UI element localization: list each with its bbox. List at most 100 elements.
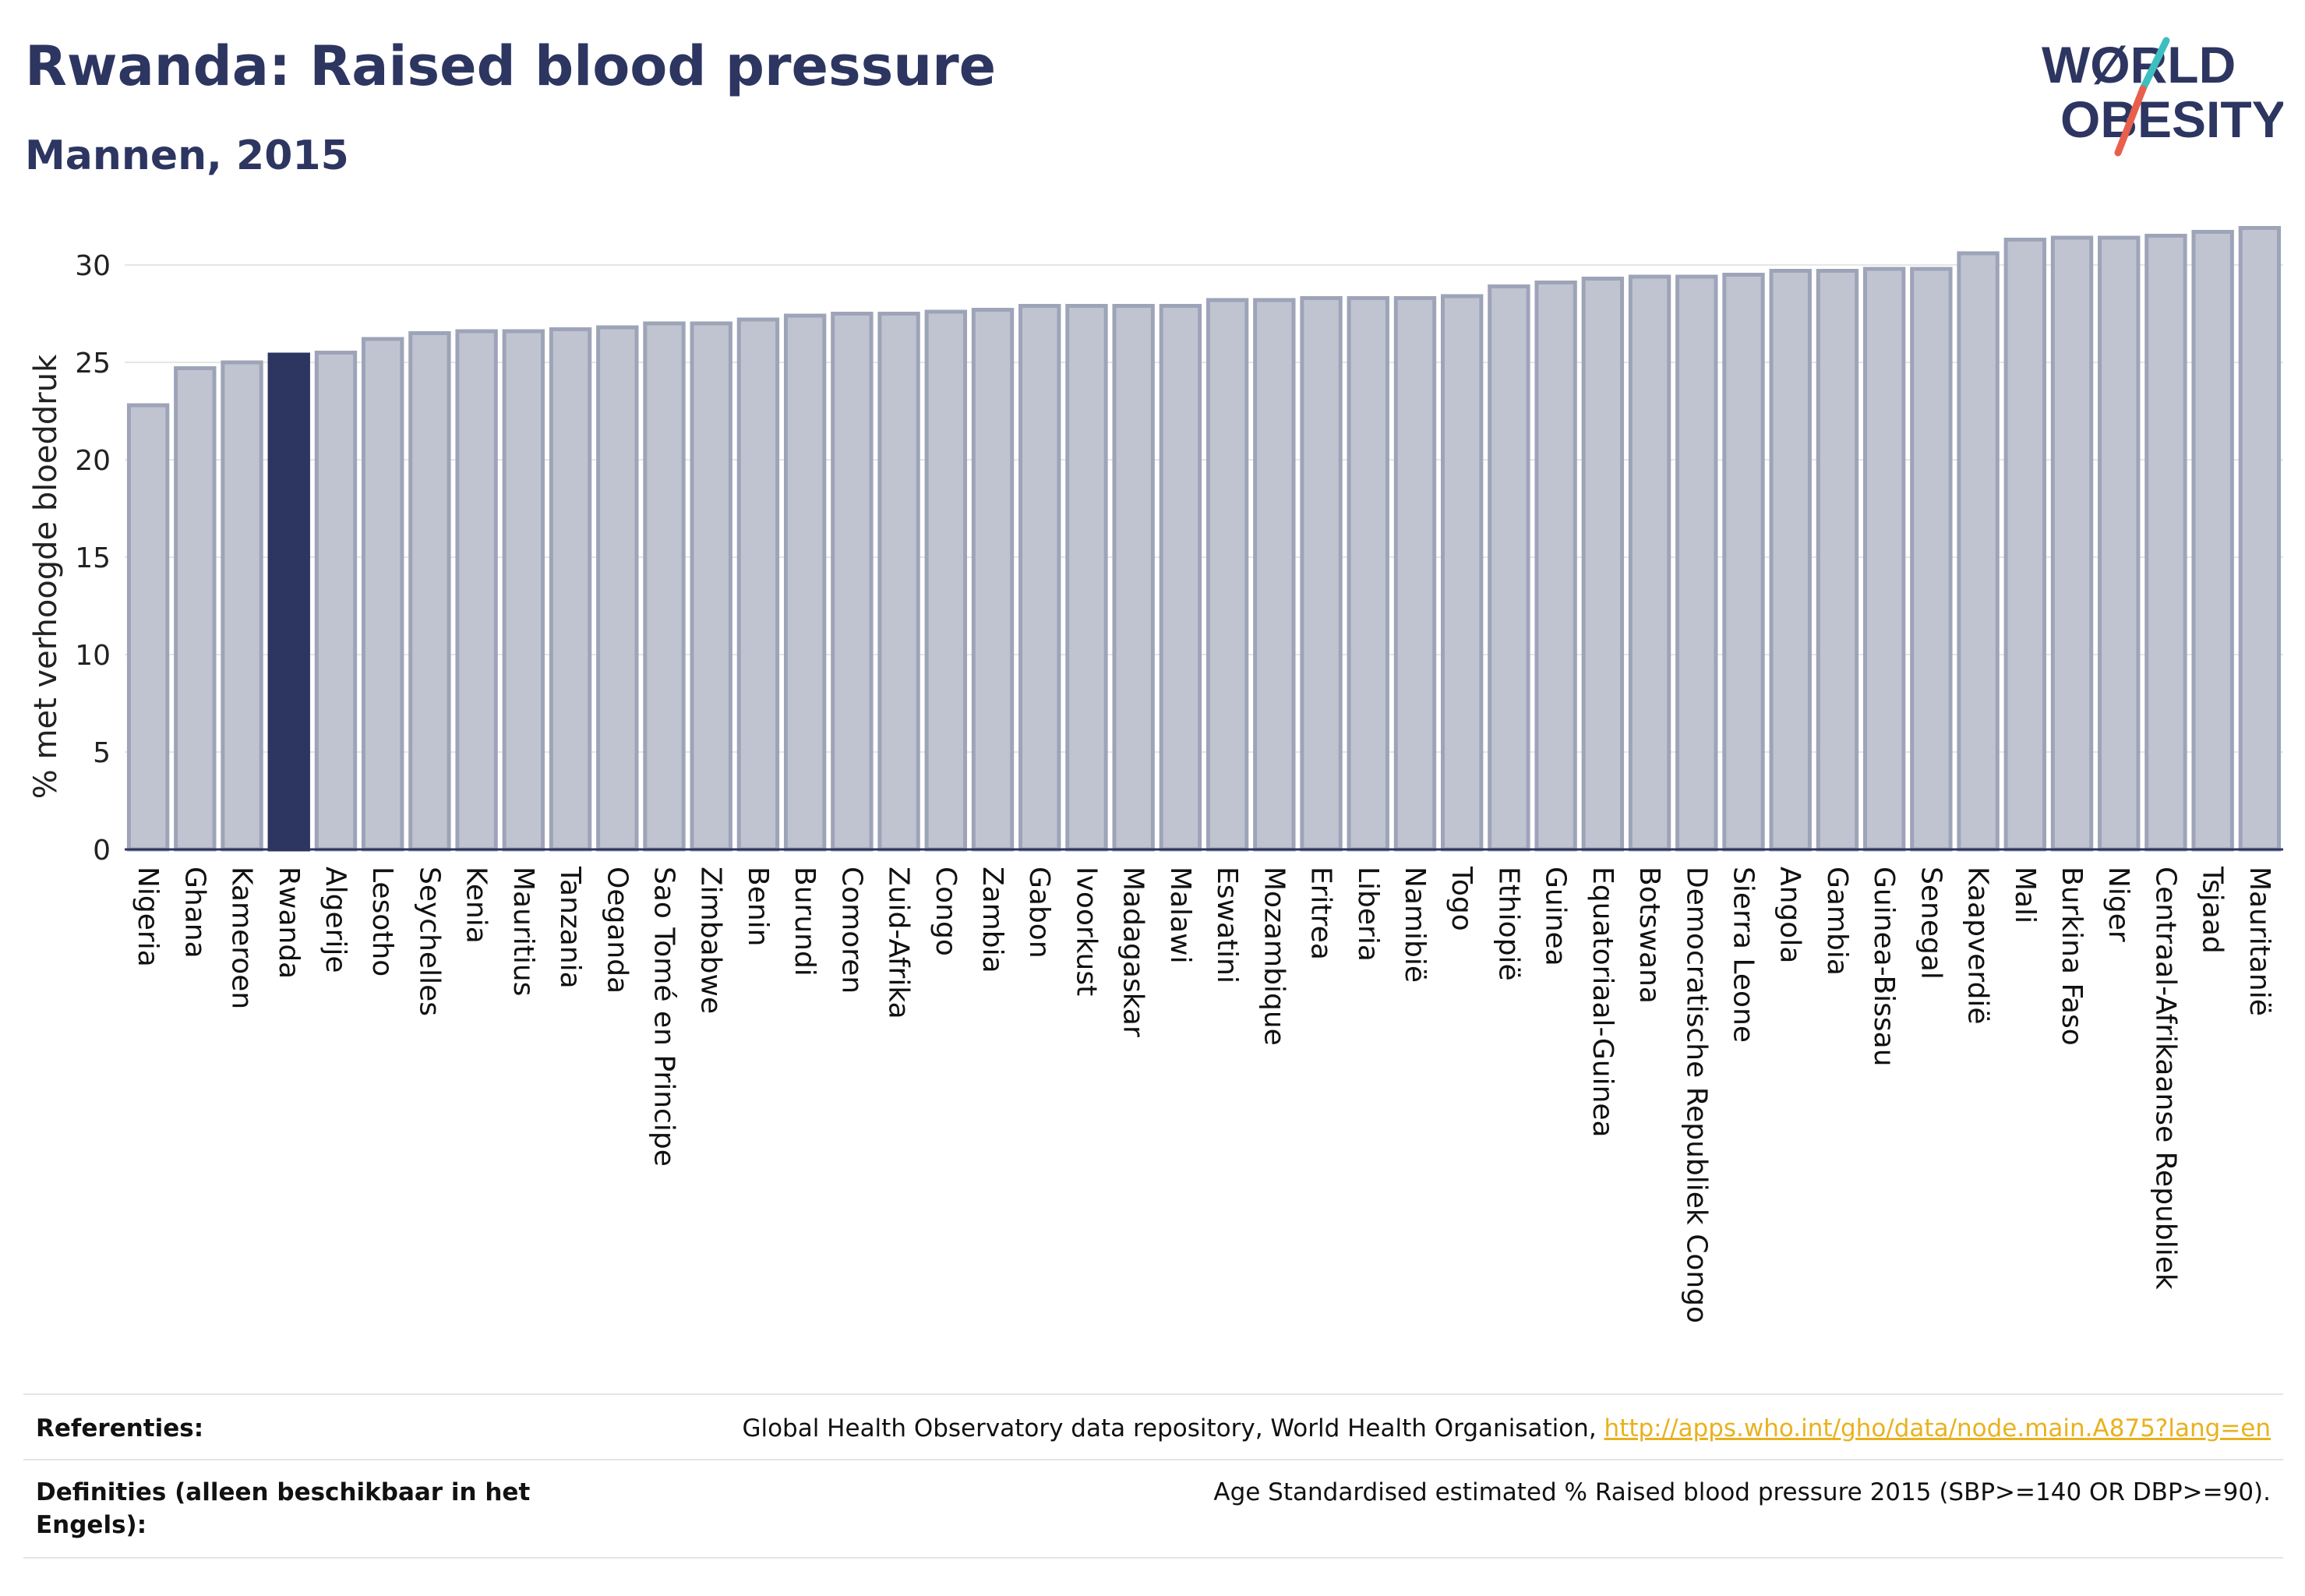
x-tick-label: Rwanda [273,867,305,979]
bar [267,352,310,852]
bar [174,366,217,852]
x-tick-label: Gabon [1023,867,1055,959]
bar [1205,298,1249,852]
bar [1581,277,1625,852]
x-tick-label: Guinea [1540,867,1572,966]
x-tick-label: Sao Tomé en Principe [648,867,680,1167]
x-tick-label: Seychelles [413,867,445,1016]
bar [362,337,404,852]
logo-slash-red [2114,85,2147,157]
bar [2003,238,2046,852]
y-axis-label: % met verhoogde bloeddruk [28,354,64,799]
x-tick-label: Kenia [461,867,492,944]
y-tick-label: 20 [75,445,111,477]
bar [783,313,827,852]
bar [1300,296,1343,852]
x-tick-label: Kameroen [226,867,258,1009]
x-tick-label: Mauritanië [2243,867,2275,1016]
y-tick-label: 15 [75,542,111,574]
x-tick-label: Namibië [1399,867,1431,983]
bar [2238,226,2282,852]
x-tick-label: Burkina Faso [2056,867,2088,1046]
x-tick-label: Oeganda [601,867,633,994]
y-tick-label: 10 [75,640,111,672]
x-tick-label: Senegal [1915,867,1947,980]
x-tick-label: Liberia [1352,867,1384,962]
bar [314,351,358,852]
references-link[interactable]: http://apps.who.int/gho/data/node.main.A… [1604,1414,2271,1442]
bar [2050,235,2094,852]
x-tick-label: Lesotho [366,867,398,976]
bar [1159,304,1202,852]
bar [1722,273,1765,852]
bar [643,321,686,852]
bar [502,329,545,852]
bar [1910,267,1953,852]
references-label: Referenties: [36,1414,204,1442]
bar [549,327,592,852]
references-value: Global Health Observatory data repositor… [742,1412,2271,1445]
references-text: Global Health Observatory data repositor… [742,1414,1604,1442]
bar [596,325,639,852]
bar [455,329,498,852]
bar [1253,298,1296,852]
x-tick-label: Mali [2009,867,2041,923]
bar [1112,304,1155,852]
chart-subtitle: Mannen, 2015 [25,132,349,179]
bar [1488,284,1530,852]
bar [924,309,967,852]
x-tick-label: Comoren [835,867,867,994]
bar [1534,281,1577,852]
bar [126,403,170,852]
x-tick-label: Sierra Leone [1728,867,1760,1043]
x-tick-label: Ivoorkust [1070,867,1102,996]
x-tick-label: Guinea-Bissau [1868,867,1900,1067]
bar-chart: 0 5 10 15 20 25 30 % met verhoogde bloeddruk Nig… [28,226,2283,1323]
y-tick-label: 5 [93,737,111,769]
bar [1441,294,1484,852]
x-tick-label: Togo [1445,866,1477,931]
bar [736,317,780,852]
references-row: Referenties: Global Health Observatory d… [23,1393,2283,1460]
x-tick-label: Mauritius [507,867,539,996]
x-tick-label: Madagaskar [1117,867,1149,1037]
bar [831,312,874,852]
bar [408,331,451,852]
logo-slash-teal [2139,37,2170,93]
x-tick-label: Gambia [1821,867,1853,976]
bar [1018,304,1061,852]
logo-line1: WØRLD [2042,36,2236,94]
x-tick-label: Democratische Republiek Congo [1680,867,1712,1323]
x-tick-label: Nigeria [132,867,164,967]
bar [1628,274,1671,852]
x-tick-label: Algerije [319,867,351,973]
x-tick-label: Ethiopië [1492,867,1524,981]
bar [1769,269,1812,852]
bar [1675,274,1718,852]
x-tick-label: Centraal-Afrikaanse Republiek [2149,867,2181,1290]
chart-title: Rwanda: Raised blood pressure [25,34,997,98]
x-tick-label: Burundi [789,867,821,976]
bar [877,312,920,852]
bar [1816,269,1859,852]
bar [2098,235,2141,852]
x-tick-label: Kaapverdië [1962,867,1994,1025]
x-tick-label: Congo [930,867,962,956]
x-tick-label: Benin [742,867,774,946]
definitions-row: Definities (alleen beschikbaar in het En… [23,1459,2283,1559]
bar [221,360,263,852]
bar [2191,230,2234,852]
bar [2144,234,2187,852]
x-tick-label: Zambia [976,867,1008,973]
y-tick-label: 0 [93,835,111,867]
x-tick-label: Tsjaad [2197,866,2229,954]
x-tick-label: Eswatini [1211,867,1243,983]
x-tick-label: Zimbabwe [695,867,727,1014]
x-tick-label: Malawi [1164,867,1196,964]
bar [690,321,732,852]
x-tick-label: Mozambique [1258,867,1290,1046]
y-tick-label: 25 [75,348,111,380]
x-tick-label: Ghana [178,867,210,959]
bar [1065,304,1108,852]
bar [1347,296,1389,852]
